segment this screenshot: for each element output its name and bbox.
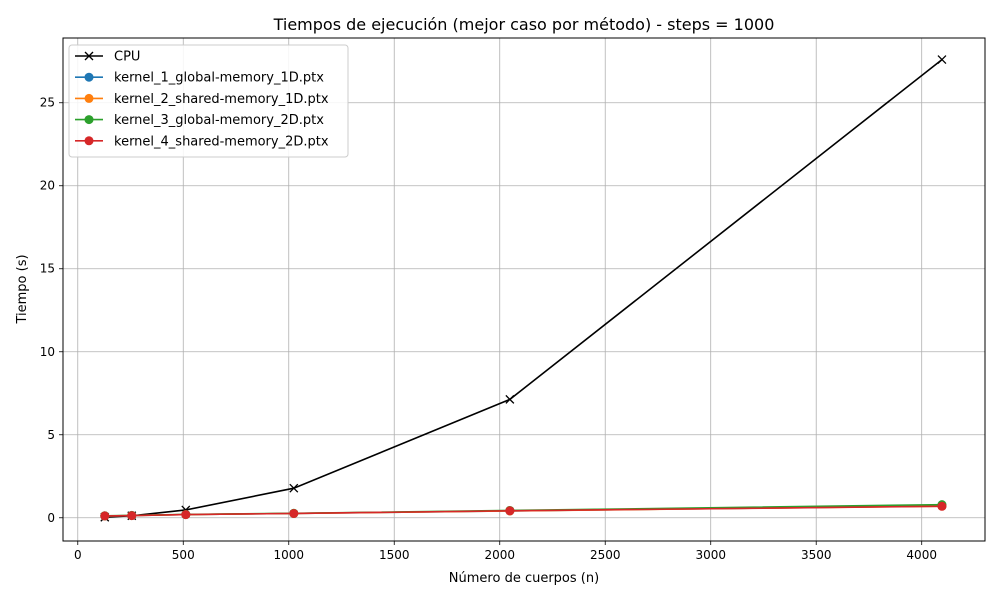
legend-label: kernel_2_shared-memory_1D.ptx: [114, 92, 329, 107]
legend: CPU kernel_1_global-memory_1D.ptx kernel_2…: [68, 44, 349, 158]
legend-marker: [84, 136, 94, 146]
x-tick-label: 1000: [273, 548, 304, 562]
y-axis-title: Tiempo (s): [15, 254, 30, 324]
chart-title: Tiempos de ejecución (mejor caso por mét…: [273, 15, 775, 34]
x-tick-label: 3500: [801, 548, 832, 562]
y-tick-label: 10: [40, 345, 55, 359]
data-point: [937, 501, 947, 511]
legend-marker: [84, 72, 94, 82]
x-axis-title: Número de cuerpos (n): [449, 571, 599, 586]
x-tick-label: 500: [172, 548, 195, 562]
legend-item: kernel_2_shared-memory_1D.ptx: [75, 92, 329, 107]
data-point: [127, 511, 137, 521]
data-series: [100, 55, 947, 522]
legend-item: CPU: [75, 50, 140, 65]
y-tick-label: 20: [40, 179, 55, 193]
data-point: [937, 55, 947, 65]
legend-marker: [84, 93, 94, 103]
legend-label: kernel_1_global-memory_1D.ptx: [114, 71, 324, 86]
legend-item: kernel_4_shared-memory_2D.ptx: [75, 134, 329, 149]
legend-label: kernel_3_global-memory_2D.ptx: [114, 113, 324, 128]
x-tick-label: 0: [74, 548, 82, 562]
data-point: [289, 483, 299, 493]
x-tick-label: 1500: [379, 548, 410, 562]
data-point: [505, 506, 515, 516]
plot-frame: [62, 37, 986, 542]
x-tick-label: 2500: [590, 548, 621, 562]
series-4: [100, 501, 947, 521]
y-tick-label: 25: [40, 96, 55, 110]
legend-item: kernel_1_global-memory_1D.ptx: [75, 71, 324, 86]
legend-marker: [84, 51, 94, 61]
data-point: [505, 394, 515, 404]
data-point: [181, 510, 191, 520]
data-point: [289, 508, 299, 518]
legend-item: kernel_3_global-memory_2D.ptx: [75, 113, 324, 128]
legend-label: CPU: [114, 50, 140, 65]
legend-box: [68, 44, 349, 158]
y-tick-label: 0: [47, 511, 55, 525]
series-line: [104, 505, 942, 517]
x-tick-label: 2000: [484, 548, 515, 562]
x-tick-label: 4000: [906, 548, 937, 562]
legend-label: kernel_4_shared-memory_2D.ptx: [114, 134, 329, 149]
x-tick-label: 3000: [695, 548, 726, 562]
legend-marker: [84, 115, 94, 125]
axis-ticks: 0 500 1000 1500 2000 2500 3000 3500 4000 0 5 10 15 20…: [40, 96, 937, 562]
data-point: [100, 511, 110, 521]
y-tick-label: 5: [47, 428, 55, 442]
y-tick-label: 15: [40, 262, 55, 276]
